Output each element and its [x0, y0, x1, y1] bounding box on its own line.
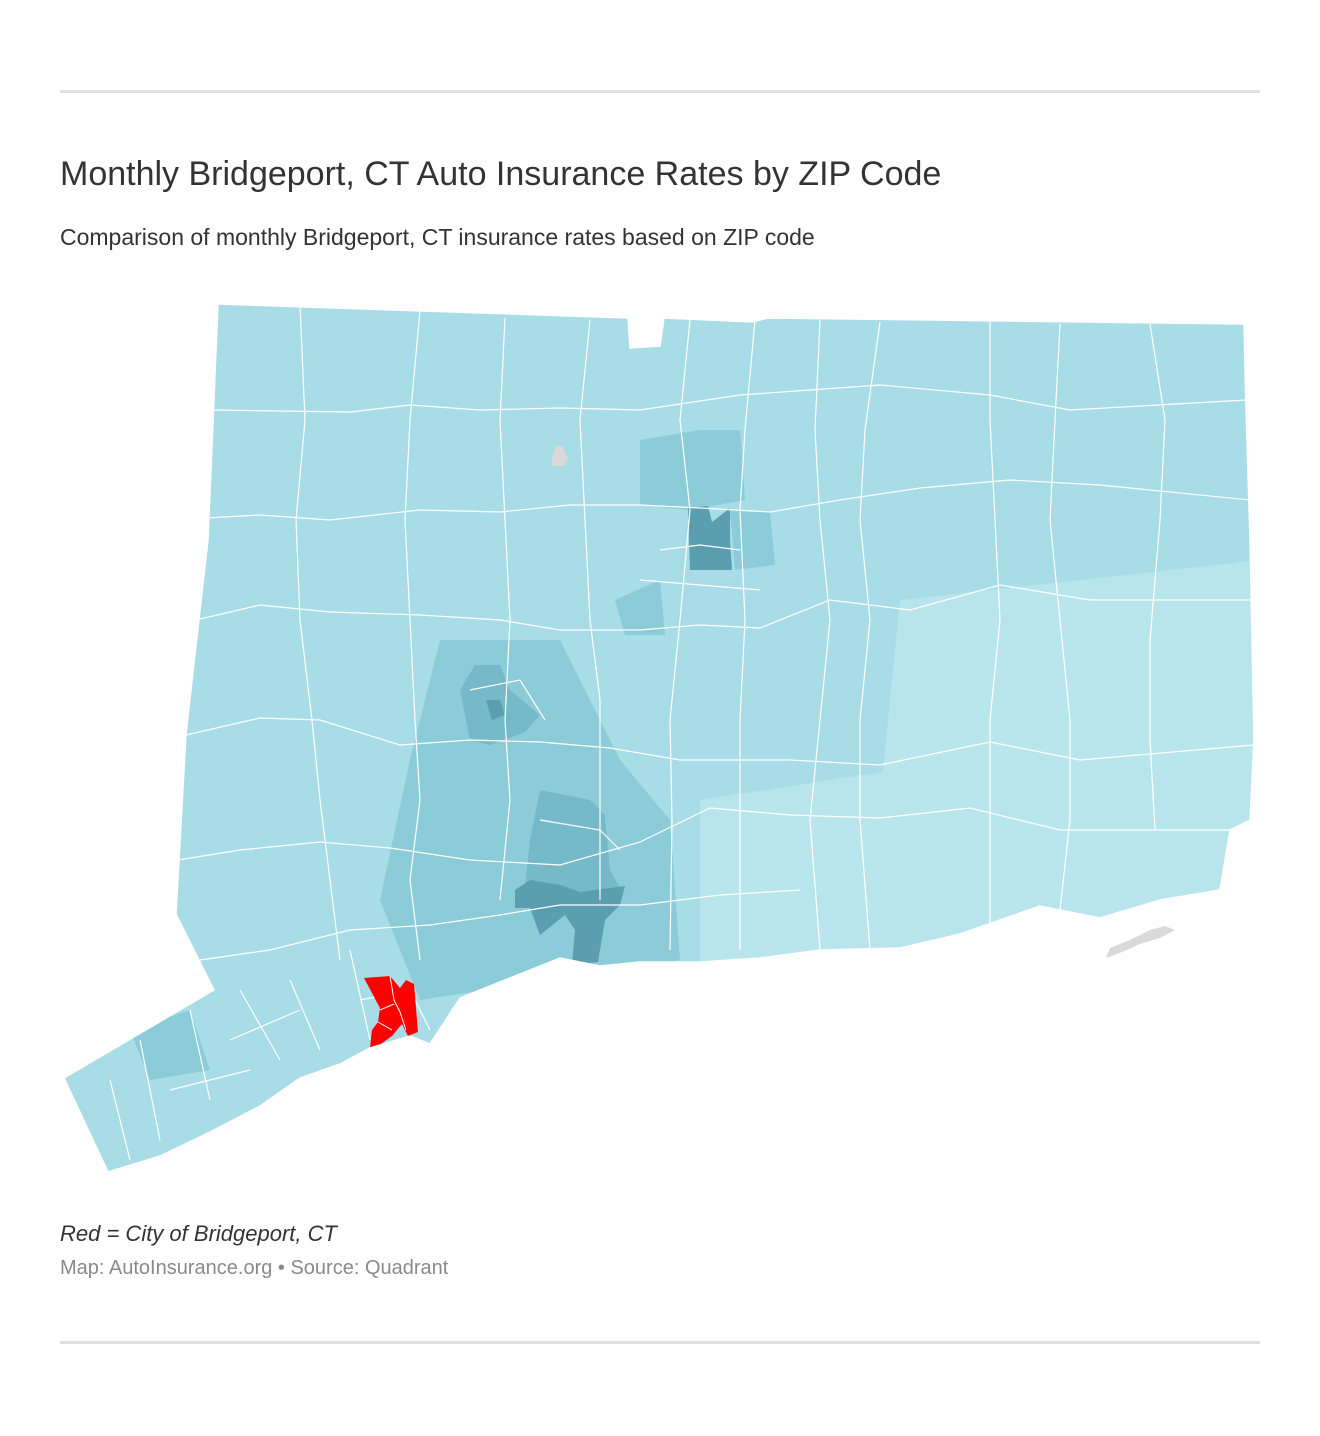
- zip-region-newhaven-core: [515, 880, 625, 965]
- zip-region-newhaven-outer: [525, 790, 620, 900]
- connecticut-zip-map: [63, 303, 1255, 1173]
- no-data-region-north: [552, 446, 568, 466]
- bridgeport-zip-boundaries: [377, 975, 407, 1031]
- bridgeport-city-highlight: [364, 976, 418, 1048]
- top-divider: [60, 90, 1260, 93]
- zip-region-hartford-core: [688, 506, 732, 570]
- choropleth-map: [60, 295, 1260, 1185]
- zip-region-hartford-east-medium: [730, 510, 775, 570]
- zip-region-newbritain-medium: [615, 580, 665, 635]
- state-outline: [63, 303, 1255, 1173]
- zip-region-waterbury-core: [486, 700, 505, 720]
- bottom-divider: [60, 1341, 1260, 1344]
- page-subtitle: Comparison of monthly Bridgeport, CT ins…: [60, 224, 815, 250]
- state-base: [64, 304, 1254, 1172]
- zip-region-southeast-light: [700, 760, 960, 1000]
- no-data-region-island: [1106, 926, 1175, 958]
- page-title: Monthly Bridgeport, CT Auto Insurance Ra…: [60, 155, 942, 193]
- zip-region-hartford-west-medium: [640, 430, 745, 510]
- zip-regions: [130, 430, 1254, 1080]
- map-legend: Red = City of Bridgeport, CT: [60, 1221, 337, 1246]
- map-source: Map: AutoInsurance.org • Source: Quadran…: [60, 1257, 449, 1279]
- zip-boundaries: [109, 304, 1254, 1161]
